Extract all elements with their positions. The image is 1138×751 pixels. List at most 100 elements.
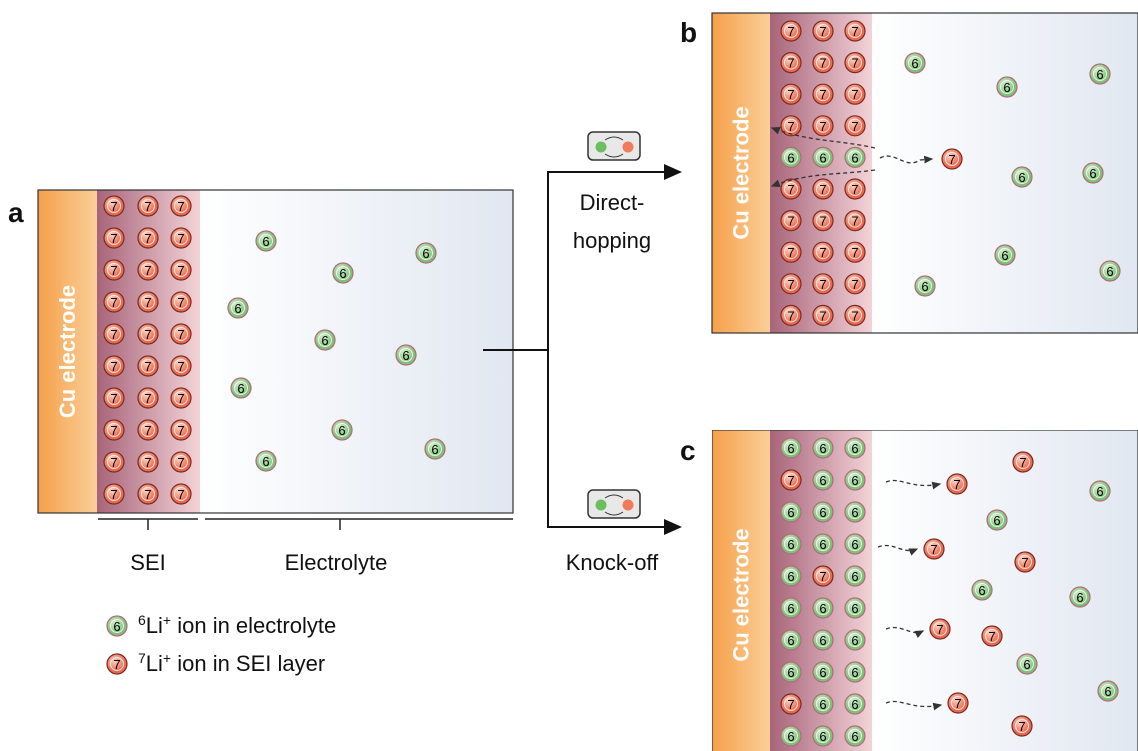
- ion-label: 6: [1018, 170, 1025, 185]
- ion-label: 7: [819, 569, 826, 584]
- ion-label: 6: [1023, 657, 1030, 672]
- panel-label: a: [8, 197, 24, 228]
- ion-label: 7: [177, 487, 184, 502]
- ion-label: 6: [819, 537, 826, 552]
- ion-label: 6: [262, 454, 269, 469]
- ion-label: 7: [787, 24, 794, 39]
- ion-label: 6: [262, 234, 269, 249]
- electrolyte: [200, 190, 513, 513]
- ion-label: 6: [237, 381, 244, 396]
- electrode-label: Cu electrode: [55, 285, 80, 418]
- ion-label: 6: [851, 697, 858, 712]
- ion-label: 7: [851, 308, 858, 323]
- icon-dot: [596, 142, 607, 153]
- ion-label: 6: [819, 150, 826, 165]
- ion-label: 7: [851, 119, 858, 134]
- ion-label: 7: [953, 477, 960, 492]
- ion-label: 7: [819, 87, 826, 102]
- ion-label: 6: [1096, 67, 1103, 82]
- ion-label: 7: [1021, 555, 1028, 570]
- ion-label: 6: [787, 601, 794, 616]
- ion-label: 7: [819, 182, 826, 197]
- ion-label: 6: [819, 601, 826, 616]
- ion-label: 7: [936, 622, 943, 637]
- legend-text: 6Li+ ion in electrolyte: [138, 612, 336, 638]
- ion-label: 6: [787, 729, 794, 744]
- ion-label: 7: [110, 327, 117, 342]
- ion-label: 7: [110, 423, 117, 438]
- ion-label: 6: [1096, 484, 1103, 499]
- ion-label: 7: [851, 214, 858, 229]
- ion-label: 6: [851, 473, 858, 488]
- electrolyte-label: Electrolyte: [285, 550, 388, 575]
- ion-label: 6: [339, 266, 346, 281]
- ion-label: 7: [144, 391, 151, 406]
- ion-label: 6: [993, 513, 1000, 528]
- ion-label: 7: [988, 629, 995, 644]
- direct-label: hopping: [573, 228, 651, 253]
- ion-label: 7: [110, 455, 117, 470]
- ion-label: 6: [851, 569, 858, 584]
- ion-label: 6: [1001, 248, 1008, 263]
- ion-label: 7: [819, 24, 826, 39]
- panel: Cu electrode6667666666666766666666667666…: [712, 430, 1138, 751]
- ion-label: 7: [851, 87, 858, 102]
- ion-label: 7: [819, 214, 826, 229]
- ion-label: 7: [177, 231, 184, 246]
- icon-dot: [596, 500, 607, 511]
- ion-label: 7: [787, 277, 794, 292]
- ion-label: 6: [787, 633, 794, 648]
- ion-label: 7: [110, 295, 117, 310]
- ion-label: 6: [402, 348, 409, 363]
- ion-label: 7: [177, 455, 184, 470]
- ion-label: 7: [113, 657, 120, 672]
- ion-label: 7: [177, 359, 184, 374]
- ion-label: 7: [819, 245, 826, 260]
- ion-label: 7: [110, 231, 117, 246]
- panel: Cu electrode7777777777777777777777777777…: [38, 190, 513, 513]
- ion-label: 7: [851, 56, 858, 71]
- knock-label: Knock-off: [566, 550, 659, 575]
- ion-label: 7: [787, 245, 794, 260]
- ion-label: 7: [819, 119, 826, 134]
- switch-icon: [588, 132, 640, 160]
- legend: 6Li+ ion in electrolyte 7Li+ ion in SEI …: [107, 612, 336, 676]
- ion-label: 7: [948, 152, 955, 167]
- ion-label: 7: [144, 487, 151, 502]
- ion-label: 7: [851, 245, 858, 260]
- panels: Cu electrode 7 7 7 7 7 7 7 7 7 7 7 7 7 7 7 7 7 7 7 7 7 7 7 7 7 7 7 7…: [38, 13, 1138, 751]
- ion-label: 7: [144, 263, 151, 278]
- ion-label: 7: [110, 263, 117, 278]
- panel-label: c: [680, 435, 696, 466]
- legend-text: 7Li+ ion in SEI layer: [138, 650, 325, 676]
- ion-label: 7: [110, 391, 117, 406]
- ion-label: 6: [851, 150, 858, 165]
- ion-label: 6: [851, 665, 858, 680]
- ion-label: 7: [930, 542, 937, 557]
- ion-label: 7: [144, 231, 151, 246]
- ion-label: 7: [177, 423, 184, 438]
- figure: Cu electrode 7 7 7 7 7 7 7 7 7 7 7 7 7 7 7 7 7 7 7 7 7 7 7 7 7 7 7 7…: [0, 0, 1138, 751]
- ion-label: 6: [787, 665, 794, 680]
- ion-label: 6: [787, 505, 794, 520]
- icon-dot: [623, 500, 634, 511]
- ion-label: 6: [819, 729, 826, 744]
- ion-label: 7: [144, 423, 151, 438]
- ion-label: 6: [851, 633, 858, 648]
- ion-label: 6: [819, 441, 826, 456]
- ion-label: 7: [819, 277, 826, 292]
- ion-label: 7: [144, 359, 151, 374]
- ion-label: 7: [787, 308, 794, 323]
- panel-label: b: [680, 17, 697, 48]
- ion-label: 7: [787, 87, 794, 102]
- ion-label: 7: [851, 24, 858, 39]
- ion-label: 7: [819, 308, 826, 323]
- ion-label: 7: [177, 327, 184, 342]
- ion-label: 6: [851, 505, 858, 520]
- ion-label: 7: [177, 391, 184, 406]
- ion-label: 6: [851, 729, 858, 744]
- ion-label: 6: [234, 301, 241, 316]
- ion-label: 6: [1003, 80, 1010, 95]
- ion-label: 6: [819, 633, 826, 648]
- ion-label: 7: [177, 295, 184, 310]
